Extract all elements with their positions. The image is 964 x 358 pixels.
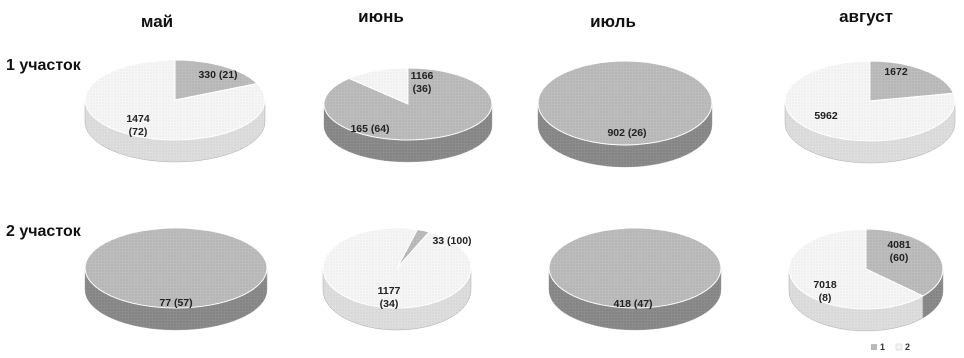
pie-chart: 1166 (36) 165 (64) bbox=[323, 67, 493, 163]
row-header-plot-2: 2 участок bbox=[6, 223, 82, 240]
data-label: 165 (64) bbox=[350, 123, 389, 135]
pie-chart: 33 (100) 1177 (34) bbox=[322, 227, 472, 331]
pie-chart: 418 (47) bbox=[548, 227, 722, 331]
data-label: 4081 (60) bbox=[887, 239, 911, 264]
column-header-july: июль bbox=[590, 12, 636, 31]
pie-slice bbox=[84, 227, 268, 309]
data-label: 1166 (36) bbox=[411, 70, 434, 95]
pie-slice bbox=[548, 227, 722, 309]
pie-slice bbox=[174, 59, 259, 101]
pie-slice bbox=[84, 59, 266, 141]
pie-chart: 902 (26) bbox=[537, 60, 713, 168]
legend-label-series-1: 1 bbox=[880, 342, 885, 352]
pie-chart: 4081 (60) 7018 (8) bbox=[788, 228, 944, 332]
row-header-plot-1: 1 участок bbox=[6, 57, 82, 74]
data-label: 77 (57) bbox=[159, 297, 192, 309]
pie-slice bbox=[322, 227, 472, 309]
pie-slice bbox=[865, 228, 944, 297]
column-header-june: июнь bbox=[358, 7, 404, 26]
pie-slice bbox=[537, 60, 713, 146]
data-label: 418 (47) bbox=[613, 298, 652, 310]
pie-slice bbox=[869, 60, 955, 102]
pie-chart: 77 (57) bbox=[84, 227, 268, 331]
pie-slice bbox=[784, 60, 956, 142]
data-label: 7018 (8) bbox=[813, 279, 837, 304]
data-label: 1474 (72) bbox=[126, 113, 150, 138]
legend-swatch-series-2 bbox=[895, 343, 903, 351]
pie-chart: 330 (21) 1474 (72) bbox=[84, 59, 266, 163]
column-header-august: август bbox=[839, 7, 893, 26]
data-label: 330 (21) bbox=[198, 69, 237, 81]
data-label: 902 (26) bbox=[607, 127, 646, 139]
pie-slice bbox=[347, 67, 409, 105]
data-label: 1177 (34) bbox=[378, 285, 401, 310]
pie-slice bbox=[788, 228, 924, 310]
data-label: 1672 bbox=[884, 66, 908, 78]
data-label: 33 (100) bbox=[432, 235, 471, 247]
pie-chart: 1672 5962 bbox=[784, 60, 956, 164]
data-label: 5962 bbox=[814, 110, 838, 122]
legend-label-series-2: 2 bbox=[905, 342, 910, 352]
legend: 1 2 bbox=[871, 342, 910, 352]
column-header-may: май bbox=[141, 12, 173, 31]
legend-swatch-series-1 bbox=[871, 344, 877, 350]
